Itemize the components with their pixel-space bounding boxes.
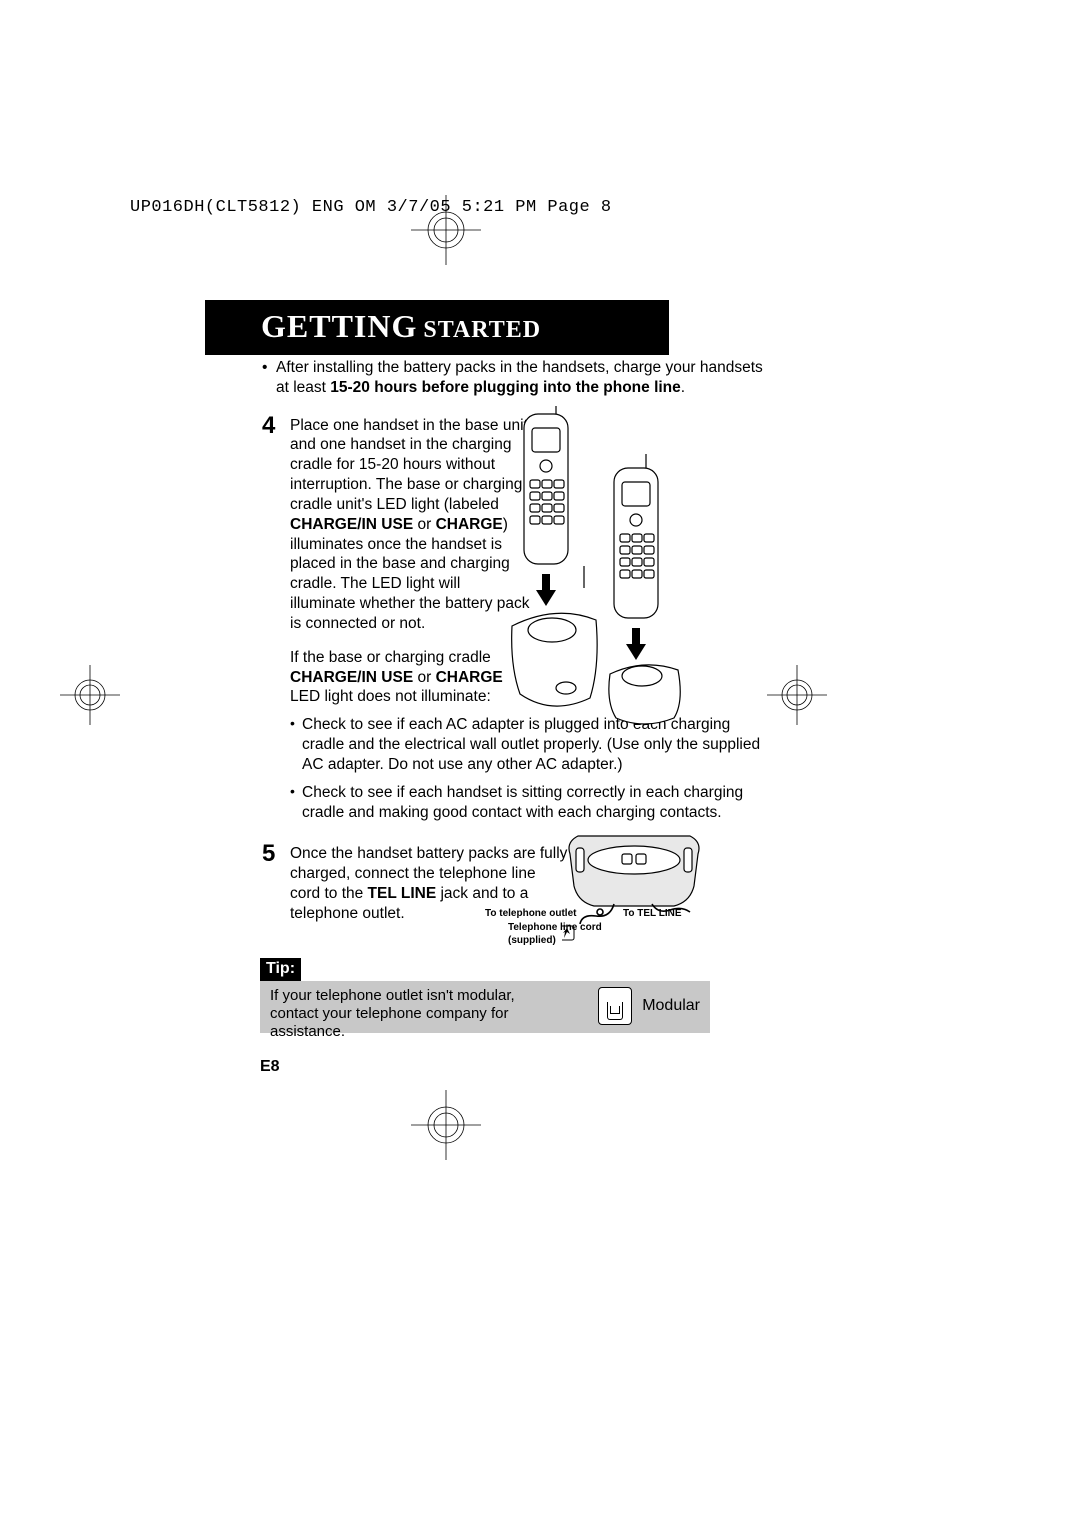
title-sub: STARTED <box>423 317 541 343</box>
tip-body: If your telephone outlet isn't modular, … <box>260 981 710 1033</box>
registration-mark-icon <box>767 665 827 725</box>
text-bold: CHARGE <box>436 516 503 533</box>
step-number: 4 <box>262 414 290 823</box>
text-span: or <box>413 669 435 686</box>
modular-indicator: Modular <box>598 987 700 1025</box>
text-bold: CHARGE/IN USE <box>290 669 413 686</box>
text-span: LED light does not illuminate: <box>290 688 491 705</box>
bullet-dot: • <box>290 715 302 774</box>
caption-cord: Telephone line cord (supplied) <box>508 922 628 947</box>
handset-cradle-illustration <box>506 406 706 726</box>
step-number: 5 <box>262 842 290 923</box>
step4-bullet2: • Check to see if each handset is sittin… <box>290 783 772 823</box>
page-file-stamp: UP016DH(CLT5812) ENG OM 3/7/05 5:21 PM P… <box>130 198 612 217</box>
tip-box: Tip: If your telephone outlet isn't modu… <box>260 958 710 1033</box>
intro-text: After installing the battery packs in th… <box>276 358 772 398</box>
title-main: GETTING <box>261 308 417 344</box>
bullet-dot: • <box>290 783 302 823</box>
tip-label: Tip: <box>260 958 301 981</box>
text-span: Place one handset in the base unit and o… <box>290 417 528 513</box>
text-bold: 15-20 hours before plugging into the pho… <box>330 379 680 396</box>
text-span: or <box>413 516 435 533</box>
caption-to-outlet: To telephone outlet <box>485 908 576 921</box>
modular-label: Modular <box>642 997 700 1015</box>
caption-to-telline: To TEL LINE <box>623 908 682 921</box>
step4-paragraph1: Place one handset in the base unit and o… <box>290 416 530 634</box>
text-span: . <box>681 379 685 396</box>
registration-mark-icon <box>411 1090 481 1160</box>
modular-jack-icon <box>598 987 632 1025</box>
step4-paragraph2: If the base or charging cradle CHARGE/IN… <box>290 648 530 707</box>
text-bold: TEL LINE <box>368 885 437 902</box>
manual-page: UP016DH(CLT5812) ENG OM 3/7/05 5:21 PM P… <box>0 0 1080 1528</box>
text-bold: CHARGE <box>436 669 503 686</box>
bullet-text: Check to see if each handset is sitting … <box>302 783 772 823</box>
section-title: GETTINGSTARTED <box>205 300 669 355</box>
intro-bullet: • After installing the battery packs in … <box>262 358 772 398</box>
page-number: E8 <box>260 1058 280 1076</box>
registration-mark-icon <box>411 195 481 265</box>
text-span: ) illuminates once the handset is placed… <box>290 516 530 632</box>
text-bold: CHARGE/IN USE <box>290 516 413 533</box>
tip-text: If your telephone outlet isn't modular, … <box>270 987 550 1041</box>
text-span: If the base or charging cradle <box>290 649 491 666</box>
bullet-dot: • <box>262 358 276 398</box>
registration-mark-icon <box>60 665 120 725</box>
